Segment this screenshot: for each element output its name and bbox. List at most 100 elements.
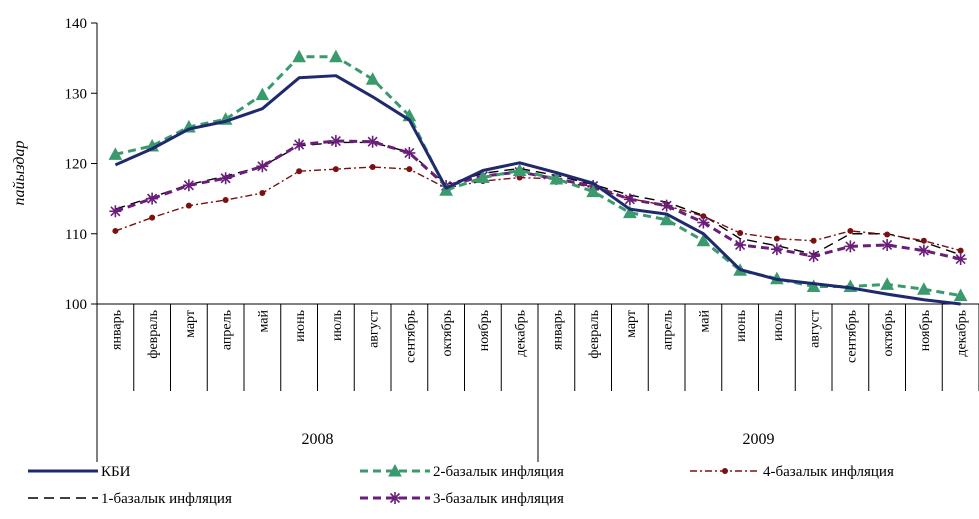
y-tick-label: 110 [65,227,87,243]
star-marker [881,238,894,251]
star-marker [844,240,857,253]
legend-label: 4-базалык инфляция [763,464,894,480]
x-tick-label: август [808,310,823,348]
star-marker [403,146,416,159]
legend-item: 2-базалык инфляция [360,463,564,480]
legend-label: 1-базалык инфляция [101,491,232,507]
y-tick-label: 140 [65,16,88,32]
triangle-marker [365,72,380,85]
circle-marker [884,231,891,238]
y-tick-label: 120 [65,157,88,173]
x-tick-label: ноябрь [918,310,933,351]
circle-marker [222,197,229,204]
circle-marker [920,237,927,244]
star-marker [256,160,269,173]
circle-marker [810,237,817,244]
y-tick-label: 100 [65,297,88,313]
star-marker [660,199,673,212]
star-marker [389,492,401,504]
x-tick-label: декабрь [955,310,970,357]
triangle-marker [917,282,931,295]
circle-marker [847,227,854,234]
series-line [114,74,961,306]
x-tick-label: июль [771,310,786,341]
star-marker [807,250,820,263]
x-tick-label: март [624,310,639,338]
x-tick-label: ноябрь [477,310,492,351]
star-marker [146,192,159,205]
circle-marker [700,213,707,220]
x-tick-label: октябрь [440,310,455,357]
year-label: 2008 [302,431,334,448]
star-marker [109,205,122,218]
circle-marker [149,214,156,221]
x-tick-label: июль [330,310,345,341]
triangle-marker [255,87,270,101]
circle-marker [332,166,339,173]
star-marker [697,216,710,229]
triangle-marker [108,147,123,160]
legend-item: КБИ [28,464,131,480]
axes: 100 110 120 130 140 2008 2009 январь февраль март… [65,16,979,462]
x-tick-label: апрель [220,310,235,350]
star-marker [734,238,747,251]
legend: КБИ 2-базалык инфляция 4-базалык инфляция 1… [28,463,894,507]
x-tick-label: сентябрь [403,310,418,363]
triangle-marker [512,163,527,177]
x-tick-label: апрель [661,310,676,350]
series-line [115,141,961,256]
series-2 [108,49,968,302]
x-tick-label: февраль [146,310,161,359]
circle-marker [737,230,744,237]
triangle-marker [880,277,894,290]
series-line [115,55,961,298]
circle-marker [369,164,376,171]
series-line [114,139,961,261]
triangle-marker [549,171,564,185]
x-tick-label: декабрь [514,310,529,357]
triangle-marker [953,288,968,302]
circle-marker [722,468,728,474]
x-tick-label: октябрь [881,310,896,357]
x-tick-label: июнь [734,310,749,342]
circle-marker [296,168,303,175]
x-tick-label: сентябрь [844,310,859,363]
triangle-marker [329,49,343,63]
legend-item: 4-базалык инфляция [690,464,894,480]
series-5 [109,135,967,266]
x-tick-label: май [256,310,271,333]
circle-marker [406,166,413,173]
triangle-marker [476,170,490,184]
series-3 [112,164,964,254]
legend-label: 2-базалык инфляция [433,464,564,480]
circle-marker [185,202,192,209]
circle-marker [773,235,780,242]
star-marker [770,243,783,256]
legend-item: 1-базалык инфляция [28,491,232,507]
circle-marker [957,247,964,254]
star-marker [623,193,636,206]
series-line [115,166,961,252]
triangle-marker [292,49,306,63]
y-axis-label: пайыздар [11,141,28,206]
triangle-marker [696,233,711,247]
x-tick-label: июнь [293,310,308,342]
star-marker [366,135,379,148]
star-marker [917,244,930,257]
x-tick-label: январь [550,310,565,350]
legend-item: 3-базалык инфляция [360,491,564,507]
triangle-marker [388,463,402,477]
x-tick-label: май [697,310,712,333]
circle-marker [112,227,119,234]
star-marker [954,253,967,266]
series-1 [114,74,961,306]
star-marker [182,179,195,192]
star-marker [293,138,306,151]
series-layer [108,49,968,306]
circle-marker [259,190,266,197]
series-4 [115,141,961,256]
year-label: 2009 [743,431,775,448]
triangle-marker [586,184,600,198]
triangle-marker [623,205,637,219]
